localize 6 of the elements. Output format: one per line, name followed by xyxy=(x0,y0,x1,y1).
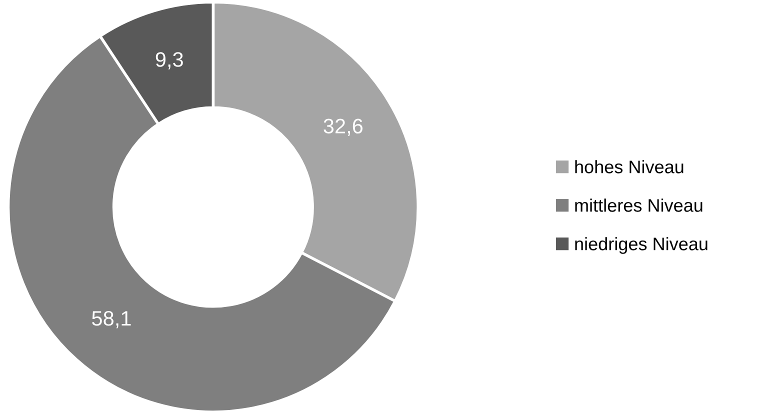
data-label: 32,6 xyxy=(324,118,363,136)
legend-label: hohes Niveau xyxy=(575,160,684,174)
legend-label: niedriges Niveau xyxy=(575,237,708,254)
data-label: 9,3 xyxy=(156,52,183,70)
legend-label: mittleres Niveau xyxy=(575,198,702,212)
data-label: 58,1 xyxy=(92,311,131,328)
